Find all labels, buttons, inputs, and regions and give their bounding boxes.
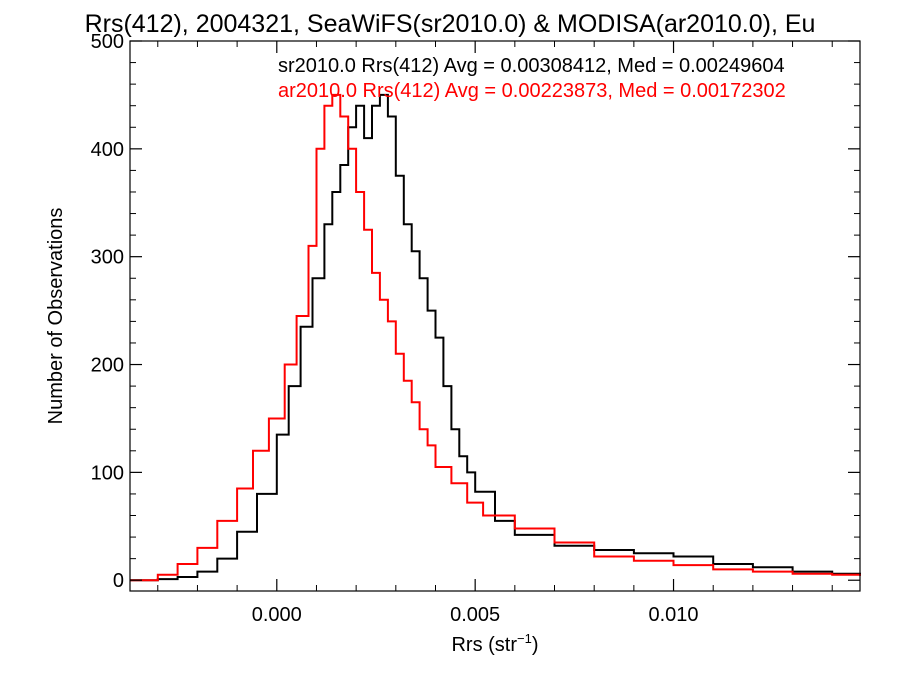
y-tick-label: 500 [91,31,124,53]
x-tick-label: 0.000 [252,604,302,626]
y-axis: 0 100 200 300 400 500 [91,31,860,592]
x-axis-label: Rrs (str−1) [451,631,538,656]
y-tick-label: 200 [91,355,124,377]
chart-title: Rrs(412), 2004321, SeaWiFS(sr2010.0) & M… [85,10,816,38]
x-axis: 0.000 0.005 0.010 [157,41,833,626]
x-tick-label: 0.005 [450,604,500,626]
y-tick-label: 0 [113,570,124,592]
y-tick-label: 100 [91,462,124,484]
series-layer [130,93,861,582]
y-tick-label: 400 [91,139,124,161]
annotation-ar2010: ar2010.0 Rrs(412) Avg = 0.00223873, Med … [278,80,786,102]
y-tick-label: 300 [91,247,124,269]
x-axis-label-close: ) [532,634,539,656]
series-sr2010-line [130,93,861,582]
x-axis-label-main: Rrs (str [451,634,517,656]
plot-frame [129,40,861,592]
annotation-sr2010: sr2010.0 Rrs(412) Avg = 0.00308412, Med … [278,55,785,77]
x-axis-label-superscript: −1 [517,631,532,646]
y-axis-label: Number of Observations [45,208,67,425]
x-tick-label: 0.010 [649,604,699,626]
series-ar2010-line [130,93,861,582]
